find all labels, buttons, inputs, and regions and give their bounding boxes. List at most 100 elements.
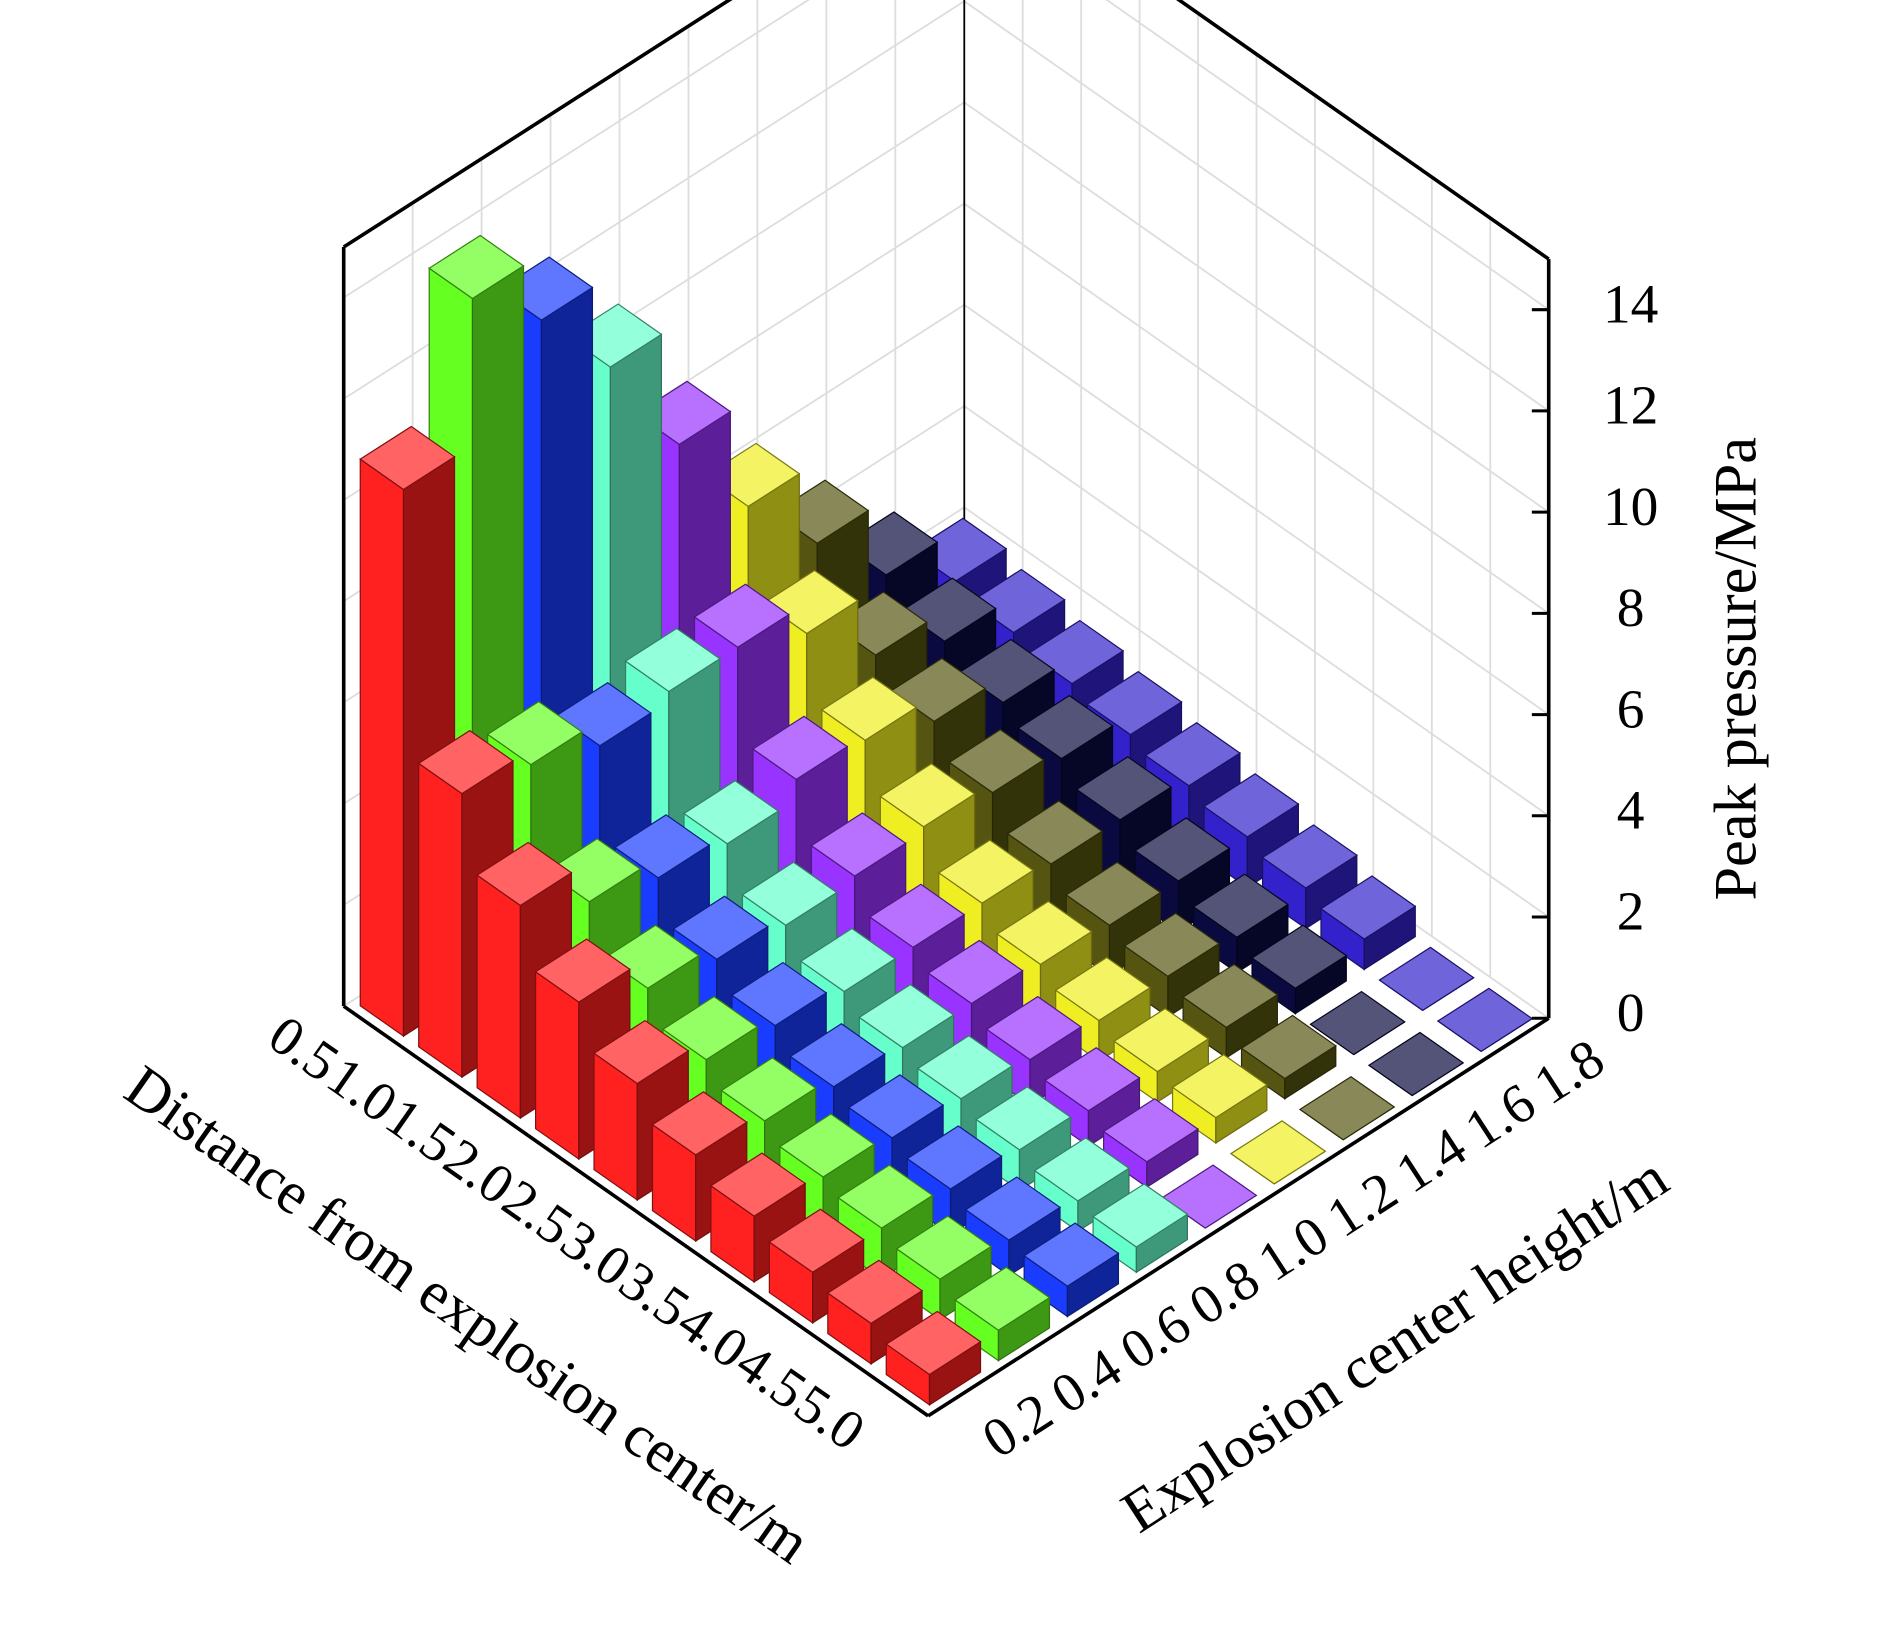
bar-top-face — [948, 728, 1045, 794]
y-tick-label: 0.8 — [1178, 1248, 1269, 1337]
bar-top-face — [486, 700, 584, 766]
bar-top-face — [693, 583, 790, 648]
bar-top-face — [709, 1152, 807, 1217]
bar-top-face — [661, 995, 759, 1061]
bar-top-face — [937, 839, 1035, 904]
frame-edge — [342, 0, 733, 249]
bar-top-face — [592, 1019, 690, 1085]
x-axis-line — [342, 1004, 930, 1418]
bar-top-face — [1102, 1098, 1199, 1163]
bar-top-face — [799, 927, 897, 993]
bar-top-face — [1171, 1053, 1268, 1119]
bar — [1192, 873, 1289, 974]
bar — [1113, 1007, 1210, 1104]
z-tick-label: 10 — [1603, 476, 1658, 537]
bar — [1044, 1046, 1141, 1148]
bar-top-face — [895, 1215, 993, 1280]
bar-top-face — [1240, 1014, 1337, 1080]
bar-top-face — [1192, 873, 1289, 938]
bar — [1102, 1098, 1199, 1189]
frame-edge — [1175, 0, 1550, 261]
bar — [1171, 1053, 1268, 1145]
bar-top-face — [741, 861, 838, 926]
bar-top-face — [996, 900, 1093, 966]
bar-top-face — [789, 1023, 886, 1088]
bar — [954, 1266, 1051, 1362]
bar — [476, 841, 573, 1120]
bar — [964, 1176, 1062, 1277]
bar — [1033, 1137, 1131, 1233]
bar-top-face — [768, 1208, 865, 1273]
bar-top-face — [534, 938, 631, 1003]
bar-left-face — [534, 970, 580, 1161]
bar-top-face — [1182, 963, 1279, 1029]
bar-top-face — [682, 780, 780, 845]
bars — [359, 234, 1534, 1406]
bar-top-face — [906, 1125, 1003, 1190]
bar — [895, 1215, 993, 1321]
bar — [1054, 956, 1152, 1063]
bar-top-face — [672, 895, 769, 961]
bar — [1250, 924, 1348, 1015]
bar-top-face — [1229, 1120, 1327, 1185]
bar-top-face — [810, 812, 907, 877]
bar-top-face — [1086, 670, 1183, 736]
bar-top-face — [858, 983, 955, 1049]
bar-top-face — [837, 1164, 934, 1229]
bar — [1182, 963, 1279, 1059]
bar-top-face — [1144, 722, 1242, 787]
bar — [1092, 1183, 1189, 1274]
bar-top-face — [1309, 990, 1406, 1056]
bar-top-face — [624, 627, 721, 693]
grid-line — [343, 0, 1550, 311]
y-tick-label: 1.4 — [1385, 1116, 1476, 1205]
y-tick-label: 0.6 — [1110, 1292, 1201, 1381]
bar-top-face — [975, 1086, 1072, 1151]
bar-top-face — [751, 715, 849, 781]
bar — [1378, 946, 1475, 1012]
bar-top-face — [1113, 1007, 1210, 1073]
y-tick-label: 1.8 — [1523, 1027, 1614, 1116]
z-axis-title: Peak pressure/MPa — [1702, 437, 1769, 901]
bar-top-face — [1006, 800, 1104, 865]
z-tick-label: 4 — [1617, 780, 1645, 841]
bar-top-face — [778, 1113, 876, 1178]
bar-top-face — [359, 425, 456, 491]
bar-top-face — [720, 1057, 817, 1122]
z-tick-label: 0 — [1617, 982, 1645, 1043]
bar-top-face — [985, 995, 1083, 1061]
bar — [885, 1310, 982, 1406]
bar-top-face — [820, 676, 918, 741]
bar — [1319, 875, 1417, 971]
bar-top-face — [1017, 694, 1114, 760]
bar-top-face — [1367, 1031, 1465, 1097]
bar-top-face — [1250, 924, 1348, 990]
bar-top-face — [1319, 875, 1417, 940]
bar — [1298, 1075, 1396, 1141]
bar-top-face — [1261, 824, 1358, 889]
bar-top-face — [651, 1091, 748, 1156]
bar-left-face — [418, 762, 463, 1079]
bar-top-face — [1044, 1046, 1141, 1112]
y-tick-label: 0.2 — [972, 1381, 1063, 1470]
bar-top-face — [476, 841, 573, 907]
z-tick-label: 2 — [1617, 881, 1645, 942]
bar-top-face — [1203, 773, 1300, 838]
bar-top-face — [927, 939, 1024, 1005]
bar-top-face — [847, 1074, 945, 1139]
bar-top-face — [1054, 956, 1152, 1022]
bar-top-face — [868, 883, 966, 949]
bar-top-face — [1092, 1183, 1189, 1248]
bar-top-face — [1298, 1075, 1396, 1141]
bar-top-face — [428, 234, 525, 300]
bar — [1240, 1014, 1337, 1100]
bar-top-face — [1123, 912, 1220, 978]
y-axis-line — [927, 1016, 1550, 1418]
y-tick-label: 0.4 — [1041, 1336, 1132, 1425]
z-tick-label: 6 — [1617, 678, 1645, 739]
bar — [1229, 1120, 1327, 1185]
bar-top-face — [964, 1176, 1062, 1241]
bar-top-face — [1075, 756, 1173, 821]
